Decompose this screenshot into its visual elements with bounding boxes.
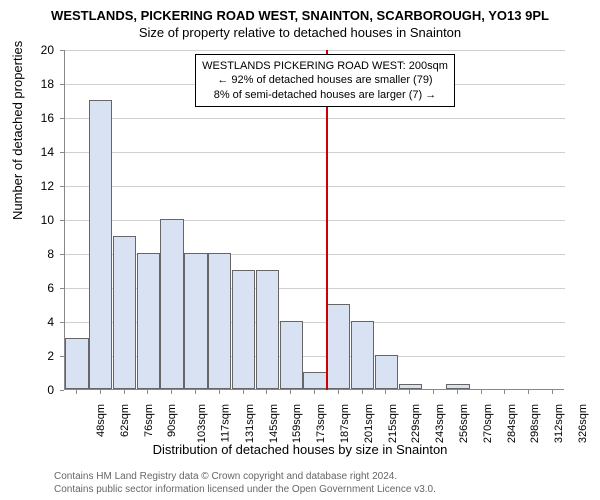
chart-subtitle: Size of property relative to detached ho…: [0, 23, 600, 44]
ytick-label: 2: [24, 349, 54, 363]
xtick-mark: [552, 390, 553, 394]
xtick-label: 215sqm: [387, 404, 399, 443]
xtick-mark: [314, 390, 315, 394]
bar: [208, 253, 231, 389]
footer-line1: Contains HM Land Registry data © Crown c…: [54, 470, 436, 483]
xtick-mark: [147, 390, 148, 394]
xtick-label: 48sqm: [95, 404, 107, 437]
xtick-label: 90sqm: [166, 404, 178, 437]
ytick-mark: [60, 84, 64, 85]
xtick-label: 298sqm: [530, 404, 542, 443]
xtick-label: 159sqm: [292, 404, 304, 443]
xtick-mark: [338, 390, 339, 394]
ytick-mark: [60, 322, 64, 323]
bar: [399, 384, 422, 389]
bar: [89, 100, 112, 389]
annotation-line: 8% of semi-detached houses are larger (7…: [202, 88, 448, 102]
bar: [375, 355, 398, 389]
xtick-label: 117sqm: [219, 404, 231, 442]
xtick-mark: [100, 390, 101, 394]
ytick-mark: [60, 186, 64, 187]
xtick-mark: [457, 390, 458, 394]
xtick-label: 131sqm: [244, 404, 256, 443]
xtick-label: 103sqm: [196, 404, 208, 443]
annotation-box: WESTLANDS PICKERING ROAD WEST: 200sqm← 9…: [195, 54, 455, 107]
xtick-mark: [124, 390, 125, 394]
bar: [280, 321, 303, 389]
annotation-line: WESTLANDS PICKERING ROAD WEST: 200sqm: [202, 59, 448, 73]
xtick-label: 229sqm: [411, 404, 423, 443]
bar: [446, 384, 469, 389]
bar: [184, 253, 207, 389]
footer-attribution: Contains HM Land Registry data © Crown c…: [54, 470, 436, 496]
ytick-mark: [60, 152, 64, 153]
ytick-label: 14: [24, 145, 54, 159]
bar: [232, 270, 255, 389]
ytick-mark: [60, 356, 64, 357]
bar: [113, 236, 136, 389]
ytick-label: 16: [24, 111, 54, 125]
xtick-label: 284sqm: [506, 404, 518, 443]
ytick-mark: [60, 254, 64, 255]
xtick-mark: [171, 390, 172, 394]
bar: [256, 270, 279, 389]
ytick-label: 6: [24, 281, 54, 295]
xtick-mark: [433, 390, 434, 394]
ytick-mark: [60, 390, 64, 391]
xtick-mark: [504, 390, 505, 394]
ytick-label: 8: [24, 247, 54, 261]
x-axis-title: Distribution of detached houses by size …: [0, 442, 600, 457]
chart-area: WESTLANDS PICKERING ROAD WEST: 200sqm← 9…: [64, 50, 564, 390]
ytick-label: 4: [24, 315, 54, 329]
xtick-label: 256sqm: [458, 404, 470, 443]
xtick-label: 326sqm: [577, 404, 589, 443]
ytick-mark: [60, 118, 64, 119]
xtick-mark: [219, 390, 220, 394]
xtick-mark: [266, 390, 267, 394]
xtick-mark: [362, 390, 363, 394]
xtick-label: 201sqm: [363, 404, 375, 443]
plot-area: WESTLANDS PICKERING ROAD WEST: 200sqm← 9…: [64, 50, 564, 390]
ytick-label: 12: [24, 179, 54, 193]
xtick-label: 173sqm: [315, 404, 327, 443]
xtick-label: 187sqm: [339, 404, 351, 443]
xtick-label: 270sqm: [482, 404, 494, 443]
xtick-mark: [195, 390, 196, 394]
footer-line2: Contains public sector information licen…: [54, 483, 436, 496]
xtick-mark: [76, 390, 77, 394]
xtick-mark: [243, 390, 244, 394]
bar: [137, 253, 160, 389]
bar: [160, 219, 183, 389]
y-axis-title: Number of detached properties: [10, 41, 25, 220]
bar: [65, 338, 88, 389]
xtick-mark: [290, 390, 291, 394]
xtick-label: 243sqm: [434, 404, 446, 443]
chart-title: WESTLANDS, PICKERING ROAD WEST, SNAINTON…: [0, 0, 600, 23]
xtick-mark: [528, 390, 529, 394]
xtick-mark: [409, 390, 410, 394]
xtick-label: 312sqm: [553, 404, 565, 443]
bar: [327, 304, 350, 389]
xtick-mark: [481, 390, 482, 394]
xtick-label: 145sqm: [268, 404, 280, 443]
xtick-label: 62sqm: [119, 404, 131, 437]
ytick-label: 0: [24, 383, 54, 397]
ytick-label: 18: [24, 77, 54, 91]
annotation-line: ← 92% of detached houses are smaller (79…: [202, 73, 448, 87]
ytick-label: 20: [24, 43, 54, 57]
ytick-mark: [60, 220, 64, 221]
ytick-mark: [60, 288, 64, 289]
bar: [351, 321, 374, 389]
bar: [303, 372, 326, 389]
xtick-label: 76sqm: [143, 404, 155, 437]
ytick-mark: [60, 50, 64, 51]
ytick-label: 10: [24, 213, 54, 227]
xtick-mark: [385, 390, 386, 394]
